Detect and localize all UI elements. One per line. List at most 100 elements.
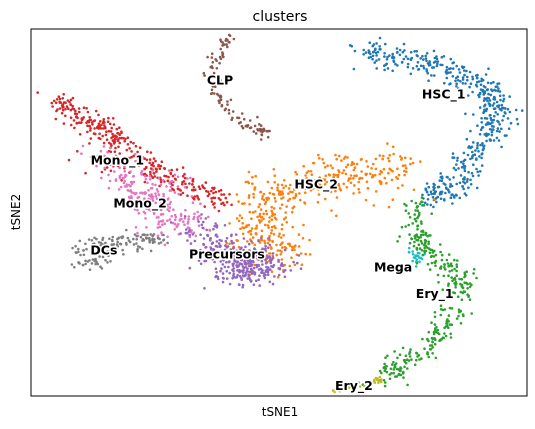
data-point — [475, 276, 478, 280]
data-point — [416, 228, 419, 231]
data-point — [212, 187, 215, 191]
data-point — [482, 144, 486, 148]
data-point — [492, 118, 496, 122]
data-point — [334, 173, 338, 177]
data-point — [266, 224, 270, 227]
data-point — [449, 67, 453, 70]
data-point — [152, 157, 156, 160]
data-point — [270, 229, 274, 232]
data-point — [213, 260, 216, 264]
data-point — [456, 79, 460, 82]
data-point — [231, 110, 235, 113]
data-point — [469, 129, 472, 133]
data-point — [215, 59, 218, 62]
data-point — [378, 45, 382, 48]
data-point — [475, 157, 478, 160]
cluster-ery-1-points — [361, 196, 478, 388]
data-point — [386, 354, 389, 358]
data-point — [57, 95, 61, 98]
data-point — [123, 165, 126, 168]
data-point — [372, 378, 376, 382]
data-point — [80, 152, 83, 155]
data-point — [114, 154, 118, 158]
data-point — [211, 91, 214, 95]
data-point — [459, 290, 463, 294]
data-point — [479, 170, 482, 173]
data-point — [219, 249, 223, 253]
data-point — [374, 157, 378, 161]
data-point — [468, 282, 472, 285]
data-point — [249, 267, 253, 271]
data-point — [488, 99, 492, 102]
data-point — [294, 193, 298, 196]
data-point — [346, 163, 350, 166]
data-point — [100, 123, 103, 127]
data-point — [225, 277, 229, 280]
data-point — [210, 189, 213, 193]
data-point — [205, 189, 208, 193]
data-point — [264, 244, 267, 248]
data-point — [258, 128, 261, 131]
data-point — [99, 265, 102, 269]
data-point — [337, 154, 341, 158]
data-point — [262, 127, 266, 131]
data-point — [371, 57, 374, 61]
data-point — [163, 243, 167, 247]
data-point — [455, 265, 459, 269]
data-point — [114, 146, 117, 150]
data-point — [466, 177, 469, 181]
data-point — [427, 240, 431, 244]
data-point — [406, 367, 409, 370]
data-point — [89, 137, 93, 140]
data-point — [247, 194, 251, 197]
data-point — [408, 216, 412, 219]
data-point — [456, 159, 459, 162]
data-point — [357, 187, 361, 191]
data-point — [335, 196, 339, 199]
data-point — [373, 61, 377, 64]
data-point — [416, 205, 419, 208]
data-point — [409, 50, 413, 54]
data-point — [352, 177, 355, 180]
data-point — [408, 355, 412, 358]
data-point — [248, 126, 252, 130]
data-point — [462, 290, 466, 293]
data-point — [455, 317, 459, 320]
data-point — [384, 356, 387, 360]
data-point — [389, 367, 393, 371]
data-point — [218, 252, 221, 255]
data-point — [181, 191, 185, 195]
data-point — [309, 170, 313, 173]
data-point — [81, 144, 85, 148]
data-point — [415, 262, 419, 265]
data-point — [273, 181, 277, 184]
data-point — [100, 170, 104, 174]
data-point — [323, 183, 327, 186]
data-point — [403, 169, 406, 173]
data-point — [506, 107, 510, 111]
data-point — [520, 109, 524, 112]
data-point — [168, 218, 172, 221]
data-point — [387, 205, 391, 209]
data-point — [392, 371, 396, 375]
data-point — [248, 119, 252, 122]
data-point — [508, 95, 512, 98]
x-axis-label: tSNE1 — [262, 405, 299, 419]
data-point — [243, 255, 247, 259]
data-point — [379, 380, 383, 384]
data-point — [276, 188, 279, 192]
data-point — [407, 212, 411, 215]
data-point — [92, 132, 96, 135]
data-point — [202, 71, 206, 75]
data-point — [252, 270, 255, 274]
data-point — [421, 193, 424, 197]
data-point — [383, 384, 387, 388]
data-point — [427, 79, 430, 82]
data-point — [299, 267, 303, 271]
data-point — [189, 176, 192, 180]
data-point — [136, 231, 139, 235]
data-point — [494, 89, 498, 92]
data-point — [166, 179, 170, 183]
data-point — [246, 277, 250, 280]
data-point — [221, 41, 224, 44]
